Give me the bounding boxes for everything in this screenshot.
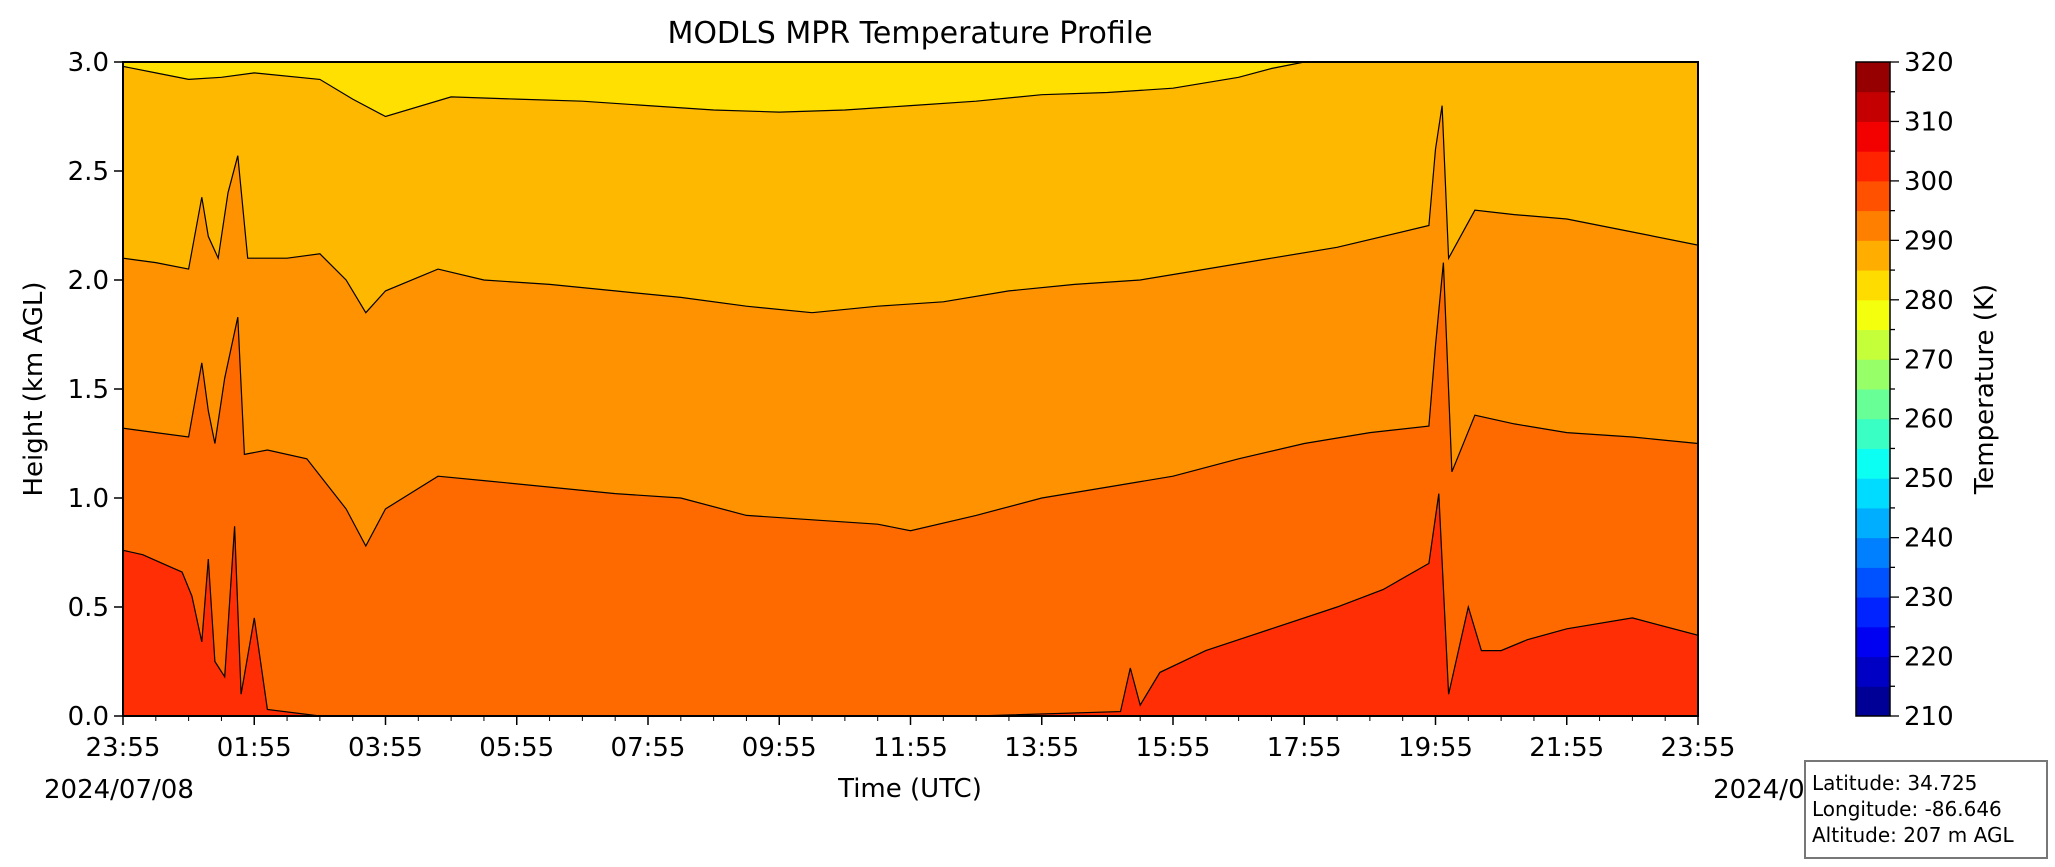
x-tick-label: 23:55 <box>86 733 161 763</box>
y-tick-label: 3.0 <box>68 48 109 78</box>
colorbar-band <box>1856 240 1890 271</box>
colorbar-band <box>1856 478 1890 509</box>
contour-300 <box>123 262 1698 548</box>
colorbar-tick-label: 300 <box>1904 167 1954 197</box>
colorbar-band <box>1856 121 1890 152</box>
colorbar-band <box>1856 151 1890 182</box>
colorbar-tick-label: 260 <box>1904 405 1954 435</box>
colorbar-band <box>1856 686 1890 717</box>
contour-295 <box>123 105 1698 314</box>
x-tick-label: 23:55 <box>1661 733 1736 763</box>
colorbar-band <box>1856 359 1890 390</box>
colorbar-band <box>1856 626 1890 658</box>
colorbar-tick-label: 270 <box>1904 345 1954 375</box>
colorbar-tick-label: 240 <box>1904 524 1954 554</box>
colorbar-tick-label: 230 <box>1904 583 1954 613</box>
colorbar-band <box>1856 597 1890 628</box>
colorbar-tick-label: 320 <box>1904 48 1954 78</box>
contour-290 <box>123 62 1698 118</box>
colorbar-band <box>1856 299 1890 331</box>
colorbar-band <box>1856 329 1890 360</box>
longitude-text: Longitude: -86.646 <box>1812 797 2002 821</box>
x-tick-label: 11:55 <box>873 733 948 763</box>
x-tick-label: 05:55 <box>479 733 554 763</box>
colorbar-label: Temperature (K) <box>1970 284 2000 495</box>
y-axis-label: Height (km AGL) <box>19 281 49 496</box>
x-tick-label: 13:55 <box>1004 733 1079 763</box>
colorbar-band <box>1856 448 1890 479</box>
colorbar-ticks: 210 220 230 240 250 260 270 280 290 300 310 320 <box>1890 48 1954 732</box>
contour-lines <box>123 62 1698 716</box>
x-tick-label: 15:55 <box>1136 733 1211 763</box>
colorbar-band <box>1856 270 1890 301</box>
y-tick-label: 1.5 <box>68 375 109 405</box>
y-tick-label: 1.0 <box>68 484 109 514</box>
date-start-label: 2024/07/08 <box>44 775 194 805</box>
colorbar-tick-label: 210 <box>1904 702 1954 732</box>
altitude-text: Altitude: 207 m AGL <box>1812 823 2014 847</box>
contour-305 <box>123 493 1698 716</box>
band-285-290 <box>123 62 1698 117</box>
x-axis-ticks: 23:55 01:55 03:55 05:55 07:55 09:55 11:55 13:55… <box>86 716 1736 763</box>
colorbar-band <box>1856 567 1890 598</box>
x-tick-label: 17:55 <box>1267 733 1342 763</box>
colorbar-tick-label: 280 <box>1904 286 1954 316</box>
colorbar-band <box>1856 389 1890 420</box>
colorbar-band <box>1856 210 1890 241</box>
temperature-bands <box>123 62 1698 716</box>
y-tick-label: 0.5 <box>68 593 109 623</box>
colorbar-band <box>1856 656 1890 687</box>
x-axis-label: Time (UTC) <box>837 774 982 804</box>
x-tick-label: 19:55 <box>1398 733 1473 763</box>
colorbar-band <box>1856 537 1890 568</box>
colorbar-bands <box>1856 62 1890 717</box>
y-axis-ticks: 0.0 0.5 1.0 1.5 2.0 2.5 3.0 <box>68 48 123 732</box>
latitude-text: Latitude: 34.725 <box>1812 771 1977 795</box>
colorbar-band <box>1856 62 1890 93</box>
station-info-box: Latitude: 34.725 Longitude: -86.646 Alti… <box>1804 760 2048 859</box>
colorbar-band <box>1856 507 1890 539</box>
chart-title: MODLS MPR Temperature Profile <box>667 16 1152 51</box>
plot-area <box>122 61 1699 717</box>
y-tick-label: 2.0 <box>68 266 109 296</box>
y-tick-label: 0.0 <box>68 702 109 732</box>
colorbar-tick-label: 290 <box>1904 226 1954 256</box>
colorbar-tick-label: 220 <box>1904 643 1954 673</box>
colorbar-band <box>1856 180 1890 212</box>
x-tick-label: 03:55 <box>348 733 423 763</box>
colorbar: 210 220 230 240 250 260 270 280 290 300 310 320 Tem… <box>1855 48 2000 732</box>
colorbar-tick-label: 250 <box>1904 464 1954 494</box>
x-tick-label: 09:55 <box>742 733 817 763</box>
x-tick-label: 07:55 <box>611 733 686 763</box>
colorbar-band <box>1856 91 1890 122</box>
band-290-295 <box>123 62 1698 313</box>
colorbar-tick-label: 310 <box>1904 107 1954 137</box>
colorbar-band <box>1856 418 1890 449</box>
x-tick-label: 01:55 <box>217 733 292 763</box>
y-tick-label: 2.5 <box>68 157 109 187</box>
x-tick-label: 21:55 <box>1529 733 1604 763</box>
